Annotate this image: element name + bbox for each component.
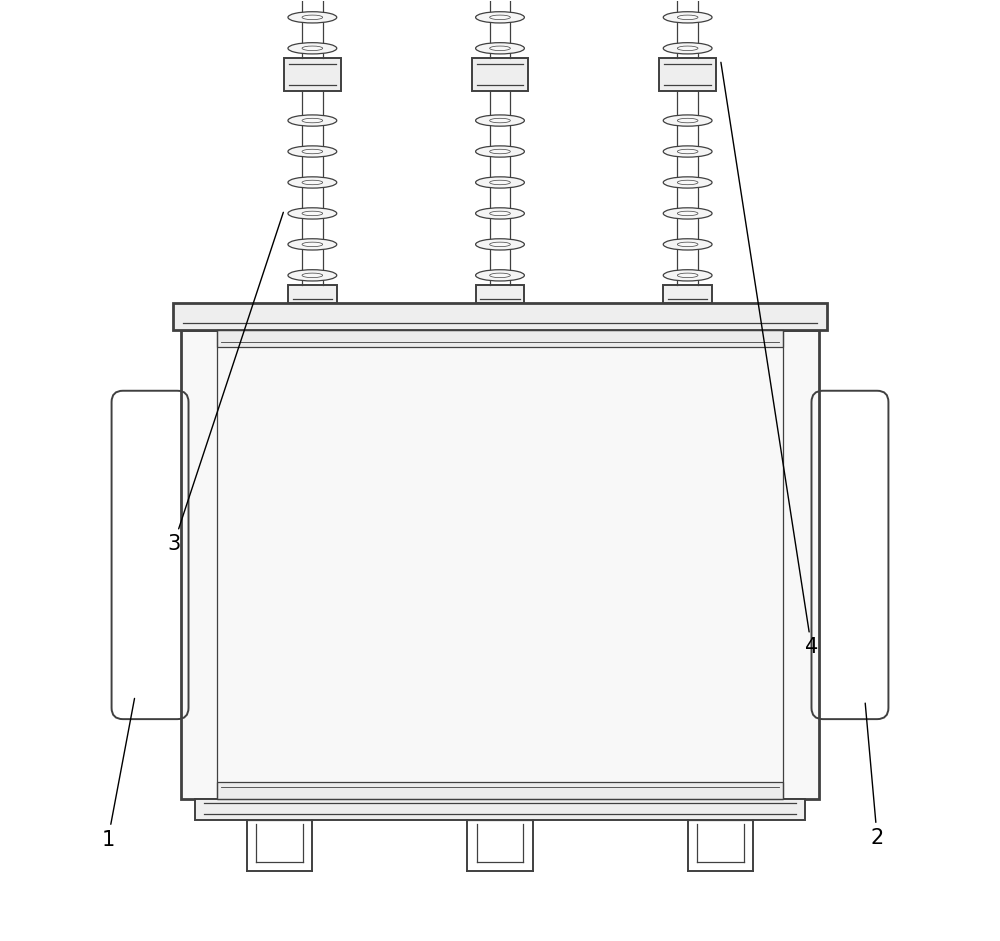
Ellipse shape [677, 211, 698, 215]
Ellipse shape [663, 146, 712, 157]
Bar [195, 799, 805, 820]
Ellipse shape [677, 150, 698, 153]
Ellipse shape [677, 119, 698, 122]
Ellipse shape [302, 242, 323, 247]
Ellipse shape [663, 270, 712, 281]
Bar [659, 57, 716, 91]
Ellipse shape [288, 270, 337, 281]
Bar [476, 285, 524, 304]
Ellipse shape [490, 181, 510, 184]
Bar [663, 285, 712, 304]
Ellipse shape [476, 239, 524, 250]
Bar [288, 285, 337, 304]
Ellipse shape [476, 115, 524, 126]
Ellipse shape [288, 177, 337, 188]
Ellipse shape [663, 208, 712, 219]
Ellipse shape [476, 42, 524, 54]
Text: 3: 3 [167, 213, 283, 554]
Ellipse shape [677, 15, 698, 20]
Ellipse shape [663, 42, 712, 54]
Ellipse shape [663, 11, 712, 23]
Ellipse shape [677, 181, 698, 184]
Bar [217, 329, 783, 346]
Ellipse shape [663, 239, 712, 250]
Ellipse shape [490, 211, 510, 215]
Ellipse shape [302, 181, 323, 184]
Text: 2: 2 [865, 703, 884, 848]
Ellipse shape [490, 46, 510, 51]
Text: 1: 1 [101, 698, 135, 850]
Ellipse shape [288, 115, 337, 126]
Text: 4: 4 [721, 62, 818, 658]
Bar [181, 329, 819, 799]
Ellipse shape [476, 208, 524, 219]
Ellipse shape [490, 150, 510, 153]
Ellipse shape [476, 177, 524, 188]
Ellipse shape [476, 146, 524, 157]
Ellipse shape [677, 242, 698, 247]
Bar [472, 57, 528, 91]
Ellipse shape [663, 177, 712, 188]
Ellipse shape [302, 46, 323, 51]
Ellipse shape [476, 270, 524, 281]
Ellipse shape [490, 119, 510, 122]
Bar [217, 782, 783, 799]
Ellipse shape [288, 146, 337, 157]
Ellipse shape [288, 239, 337, 250]
Ellipse shape [302, 150, 323, 153]
Bar [173, 304, 827, 329]
Ellipse shape [476, 11, 524, 23]
Ellipse shape [490, 273, 510, 278]
Bar [284, 57, 341, 91]
Ellipse shape [302, 15, 323, 20]
Ellipse shape [490, 15, 510, 20]
Ellipse shape [288, 11, 337, 23]
Ellipse shape [302, 273, 323, 278]
Ellipse shape [302, 119, 323, 122]
Ellipse shape [663, 115, 712, 126]
Ellipse shape [288, 208, 337, 219]
Ellipse shape [677, 46, 698, 51]
Ellipse shape [490, 242, 510, 247]
Ellipse shape [288, 42, 337, 54]
Ellipse shape [302, 211, 323, 215]
Bar [217, 329, 783, 799]
Ellipse shape [677, 273, 698, 278]
